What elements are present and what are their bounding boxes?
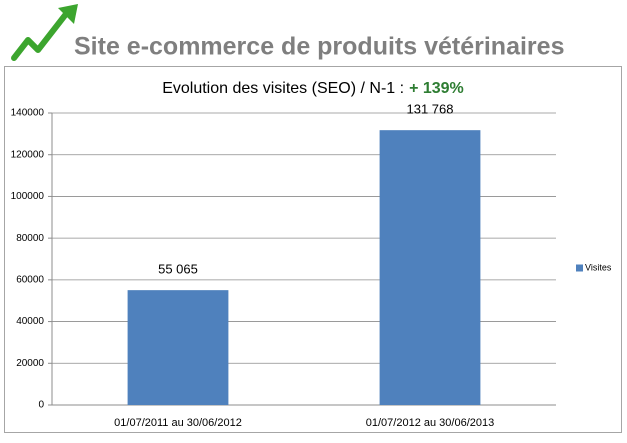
logo-icon — [11, 4, 78, 61]
value-label: 131 768 — [407, 102, 454, 117]
chart-annotation: + 139% — [409, 80, 464, 97]
chart-frame — [4, 66, 622, 433]
y-tick-label: 80000 — [16, 233, 44, 244]
chart-title-text: Evolution des visites (SEO) / N-1 : — [162, 80, 404, 97]
bar — [127, 290, 229, 405]
y-tick-label: 100000 — [11, 191, 45, 202]
y-tick-label: 120000 — [11, 149, 45, 160]
value-label: 55 065 — [158, 262, 198, 277]
y-tick-label: 40000 — [16, 316, 44, 327]
page-title: Site e-commerce de produits vétérinaires — [74, 33, 564, 61]
bar — [379, 130, 481, 405]
y-tick-label: 60000 — [16, 274, 44, 285]
chart-title: Evolution des visites (SEO) / N-1 : + 139… — [162, 80, 464, 97]
legend-label: Visites — [585, 262, 612, 272]
y-tick-label: 20000 — [16, 358, 44, 369]
x-tick-label: 01/07/2011 au 30/06/2012 — [114, 417, 242, 429]
legend-swatch — [576, 264, 583, 272]
x-tick-label: 01/07/2012 au 30/06/2013 — [366, 417, 494, 429]
y-tick-label: 140000 — [11, 108, 45, 119]
y-tick-label: 0 — [38, 400, 44, 411]
